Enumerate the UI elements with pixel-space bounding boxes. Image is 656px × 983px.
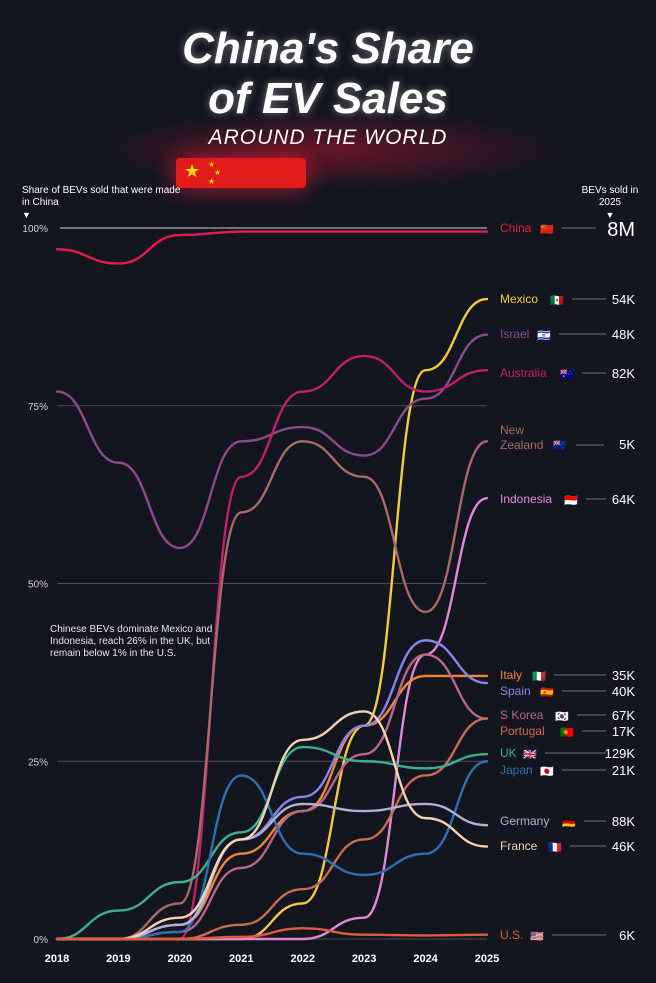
- series-label-china: China: [500, 221, 532, 235]
- sales-value-germany: 88K: [612, 814, 635, 829]
- series-label-japan: Japan: [500, 763, 533, 777]
- x-tick-label: 2025: [475, 953, 499, 965]
- y-tick-label: 50%: [28, 580, 48, 591]
- sales-value-israel: 48K: [612, 327, 635, 342]
- series-line-u-s: [55, 927, 489, 941]
- flag-icon-china: 🇨🇳: [540, 223, 554, 236]
- x-tick-label: 2022: [290, 953, 314, 965]
- series-label-uk: UK: [500, 746, 517, 760]
- right-axis-note: BEVs sold in 2025 ▼: [570, 185, 650, 221]
- sales-value-china: 8M: [607, 219, 635, 241]
- series-label-italy: Italy: [500, 668, 522, 682]
- flag-icon-new-zealand: 🇳🇿: [553, 439, 567, 452]
- chart-annotation: Chinese BEVs dominate Mexico and Indones…: [50, 624, 213, 659]
- series-line-germany: [55, 802, 489, 941]
- sales-value-japan: 21K: [612, 763, 635, 778]
- page-title-line2: of EV Sales: [208, 74, 448, 123]
- flag-icon-spain: 🇪🇸: [540, 686, 554, 699]
- flag-star-icon: ★: [208, 160, 216, 169]
- series-line-indonesia: [55, 496, 489, 941]
- flag-icon-portugal: 🇵🇹: [560, 726, 574, 739]
- series-line-italy: [55, 674, 489, 941]
- x-tick-label: 2020: [168, 953, 192, 965]
- series-label-israel: Israel: [500, 327, 529, 341]
- series-line-china: [55, 230, 489, 265]
- flag-icon-israel: 🇮🇱: [537, 329, 551, 342]
- right-axis-note-text: BEVs sold in 2025: [581, 185, 639, 208]
- series-line-france: [55, 710, 489, 941]
- sales-value-new-zealand: 5K: [619, 437, 635, 452]
- series-label-france: France: [500, 839, 538, 853]
- series-label-spain: Spain: [500, 684, 531, 698]
- sales-value-uk: 129K: [605, 746, 636, 761]
- sales-value-indonesia: 64K: [612, 492, 635, 507]
- flag-icon-france: 🇫🇷: [548, 841, 562, 854]
- series-label-s-korea: S Korea: [500, 708, 544, 722]
- flag-icon-germany: 🇩🇪: [562, 816, 576, 829]
- series-label-new-zealand: Zealand: [500, 438, 543, 452]
- page-title-line1: China's Share: [182, 24, 474, 73]
- series-line-portugal: [55, 717, 489, 941]
- down-arrow-icon: ▼: [605, 210, 615, 220]
- flag-icon-mexico: 🇲🇽: [550, 294, 564, 307]
- series-label-new-zealand: New: [500, 423, 524, 437]
- series-label-australia: Australia: [500, 366, 547, 380]
- x-tick-label: 2019: [106, 953, 130, 965]
- x-tick-label: 2018: [45, 953, 69, 965]
- sales-value-australia: 82K: [612, 366, 635, 381]
- flag-icon-u-s: 🇺🇸: [530, 930, 544, 943]
- sales-value-spain: 40K: [612, 684, 635, 699]
- series-line-mexico: [55, 297, 489, 941]
- series-label-portugal: Portugal: [500, 724, 545, 738]
- sales-value-italy: 35K: [612, 668, 635, 683]
- y-tick-label: 75%: [28, 402, 48, 413]
- x-tick-label: 2023: [352, 953, 376, 965]
- down-arrow-icon: ▼: [22, 210, 31, 220]
- series-label-u-s: U.S.: [500, 928, 523, 942]
- series-label-indonesia: Indonesia: [500, 492, 552, 506]
- sales-value-france: 46K: [612, 839, 635, 854]
- flag-icon-australia: 🇦🇺: [560, 368, 574, 381]
- series-line-israel: [55, 333, 489, 550]
- flag-icon-italy: 🇮🇹: [532, 670, 546, 683]
- y-tick-label: 0%: [34, 935, 49, 946]
- x-tick-label: 2021: [229, 953, 253, 965]
- sales-value-s-korea: 67K: [612, 708, 635, 723]
- flag-star-icon: ★: [214, 168, 222, 177]
- china-flag-battery-icon: ★ ★ ★ ★: [176, 158, 306, 188]
- series-line-s-korea: [55, 653, 489, 941]
- flag-icon-indonesia: 🇮🇩: [564, 494, 578, 507]
- flag-icon-s-korea: 🇰🇷: [555, 710, 569, 723]
- left-axis-note: Share of BEVs sold that were made in Chi…: [22, 185, 182, 221]
- sales-value-portugal: 17K: [612, 724, 635, 739]
- sales-value-u-s: 6K: [619, 928, 635, 943]
- left-axis-note-text: Share of BEVs sold that were made in Chi…: [22, 185, 181, 208]
- flag-star-icon: ★: [184, 161, 201, 181]
- flag-icon-japan: 🇯🇵: [540, 765, 554, 778]
- flag-star-icon: ★: [208, 177, 216, 186]
- y-tick-label: 25%: [28, 757, 48, 768]
- y-tick-label: 100%: [22, 224, 48, 235]
- page-subtitle: AROUND THE WORLD: [208, 126, 448, 149]
- sales-value-mexico: 54K: [612, 292, 635, 307]
- header: China's Share of EV Sales AROUND THE WOR…: [0, 0, 656, 200]
- x-tick-label: 2024: [413, 953, 438, 965]
- flag-icon-uk: 🇬🇧: [523, 748, 537, 761]
- series-label-germany: Germany: [500, 814, 549, 828]
- series-line-new-zealand: [55, 440, 489, 941]
- series-label-mexico: Mexico: [500, 292, 538, 306]
